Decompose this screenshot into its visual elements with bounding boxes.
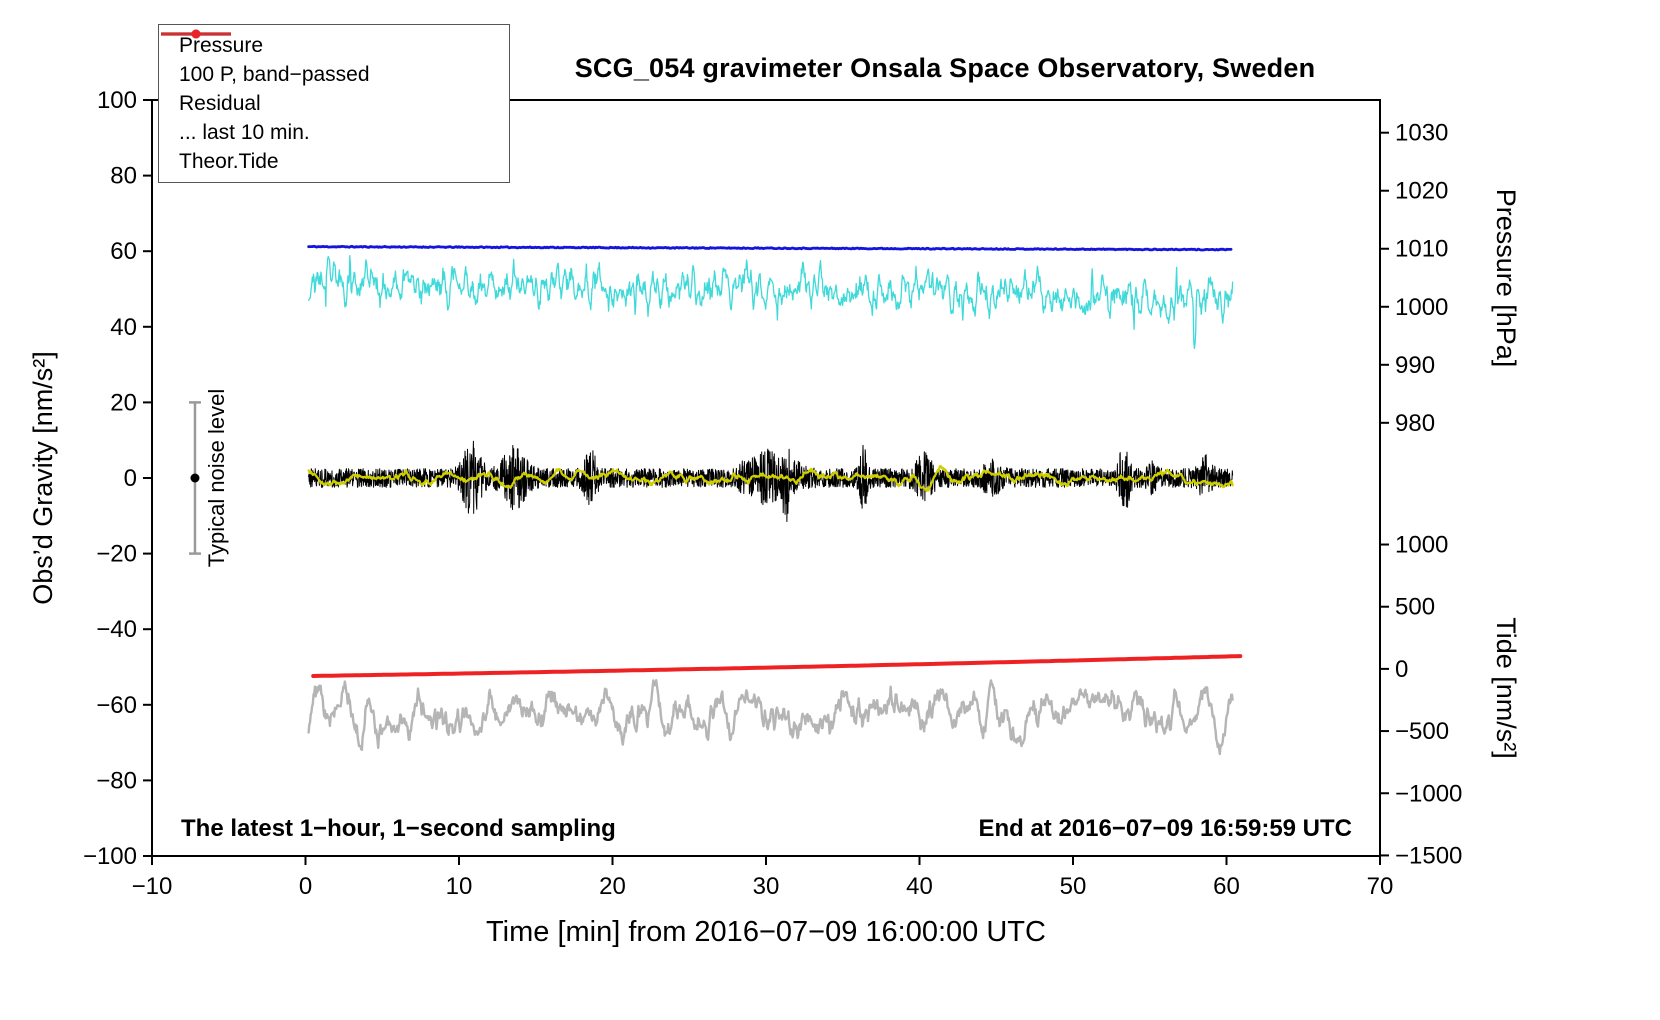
noise-label: Typical noise level <box>204 389 229 568</box>
pressure-tick-label: 1030 <box>1395 120 1448 147</box>
end-time-note: End at 2016−07−09 16:59:59 UTC <box>978 815 1352 842</box>
legend-dot <box>191 29 201 39</box>
pressure-tick-label: 980 <box>1395 410 1435 437</box>
series-band-passed <box>307 255 1234 350</box>
y-left-tick-label: −100 <box>83 843 137 870</box>
series-layer <box>307 244 1243 756</box>
tide-tick-label: 0 <box>1395 656 1408 683</box>
series-pressure <box>307 244 1233 252</box>
legend-item-2: Residual <box>161 32 505 118</box>
y-left-tick-label: −40 <box>96 616 137 643</box>
legend-label: Theor.Tide <box>179 149 279 173</box>
x-tick-label: 40 <box>906 873 933 900</box>
legend-label: Pressure <box>179 33 264 57</box>
legend-label: ... last 10 min. <box>179 120 310 144</box>
chart-legend: Pressure 100 P, band−passed Residual ... la… <box>158 24 510 183</box>
tide-tick-label: −1500 <box>1395 842 1462 869</box>
tide-tick-label: −1000 <box>1395 780 1462 807</box>
x-tick-label: 50 <box>1060 873 1087 900</box>
tide-tick-label: 500 <box>1395 594 1435 621</box>
y-left-tick-label: 40 <box>110 314 137 341</box>
y-left-axis-label: Obs’d Gravity [nm/s²] <box>28 351 58 605</box>
tide-tick-label: −500 <box>1395 718 1449 745</box>
legend-label: Residual <box>179 91 261 115</box>
y-left-tick-label: −60 <box>96 692 137 719</box>
y-left-tick-label: −20 <box>96 541 137 568</box>
x-tick-label: −10 <box>132 873 173 900</box>
legend-swatch <box>161 29 231 39</box>
x-tick-label: 20 <box>599 873 626 900</box>
legend-item-3: ... last 10 min. <box>161 32 505 147</box>
x-tick-label: 30 <box>753 873 780 900</box>
series-residual <box>308 440 1234 522</box>
y-left-tick-label: 100 <box>97 87 137 114</box>
x-tick-label: 70 <box>1367 873 1394 900</box>
y-left-tick-label: −80 <box>96 767 137 794</box>
x-tick-label: 10 <box>446 873 473 900</box>
y-left-tick-label: 80 <box>110 163 137 190</box>
pressure-tick-label: 1000 <box>1395 294 1448 321</box>
sampling-note: The latest 1−hour, 1−second sampling <box>181 815 616 842</box>
pressure-tick-label: 1020 <box>1395 178 1448 205</box>
y-right-pressure-axis-label: Pressure [hPa] <box>1491 189 1521 368</box>
x-tick-label: 0 <box>299 873 312 900</box>
series-theor-tide <box>311 654 1243 678</box>
legend-item-4: Theor.Tide <box>161 29 505 176</box>
x-tick-label: 60 <box>1213 873 1240 900</box>
y-right-tide-axis-label: Tide [nm/s²] <box>1491 617 1521 759</box>
y-left-tick-label: 60 <box>110 238 137 265</box>
x-axis-label: Time [min] from 2016−07−09 16:00:00 UTC <box>486 916 1046 948</box>
pressure-tick-label: 990 <box>1395 352 1435 379</box>
noise-marker: Typical noise level <box>188 389 229 568</box>
y-left-tick-label: 0 <box>124 465 137 492</box>
y-left-tick-label: 20 <box>110 389 137 416</box>
series-residual-smoothed <box>307 465 1234 493</box>
noise-dot <box>190 473 200 483</box>
tide-tick-label: 1000 <box>1395 532 1448 559</box>
pressure-tick-label: 1010 <box>1395 236 1448 263</box>
legend-label: 100 P, band−passed <box>179 62 370 86</box>
series-last-10-min <box>307 679 1234 756</box>
chart-title: SCG_054 gravimeter Onsala Space Observat… <box>574 53 1316 83</box>
